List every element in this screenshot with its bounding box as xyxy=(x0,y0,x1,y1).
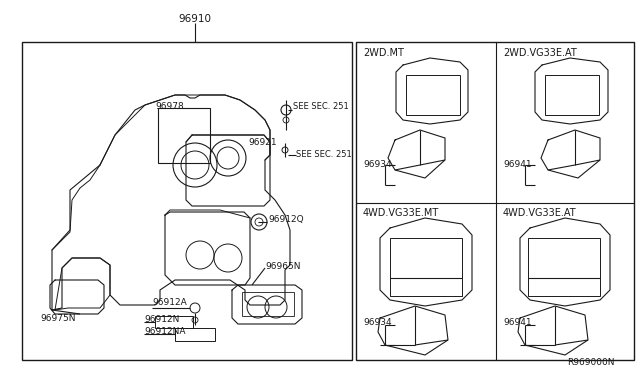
Bar xyxy=(390,238,462,296)
Bar xyxy=(406,75,460,115)
Text: 96941: 96941 xyxy=(503,160,532,169)
Text: 4WD.VG33E.MT: 4WD.VG33E.MT xyxy=(363,208,439,218)
Bar xyxy=(545,75,599,115)
Text: R969000N: R969000N xyxy=(568,358,615,367)
Text: 96941: 96941 xyxy=(503,318,532,327)
Text: 96975N: 96975N xyxy=(40,314,76,323)
Text: 2WD.VG33E.AT: 2WD.VG33E.AT xyxy=(503,48,577,58)
Text: 96912N: 96912N xyxy=(144,315,179,324)
Text: 96965N: 96965N xyxy=(265,262,301,271)
Text: 96921: 96921 xyxy=(248,138,276,147)
Bar xyxy=(22,42,352,360)
Text: SEE SEC. 251: SEE SEC. 251 xyxy=(296,150,352,159)
Bar xyxy=(175,328,215,341)
Text: 96912NA: 96912NA xyxy=(144,327,186,336)
Text: 2WD.MT: 2WD.MT xyxy=(363,48,404,58)
Bar xyxy=(528,238,600,296)
Text: 96912Q: 96912Q xyxy=(268,215,303,224)
Text: 96978: 96978 xyxy=(155,102,184,111)
Bar xyxy=(158,108,210,163)
Text: 96934: 96934 xyxy=(363,160,392,169)
Bar xyxy=(155,316,193,328)
Bar xyxy=(356,42,634,360)
Bar xyxy=(242,292,294,316)
Text: SEE SEC. 251: SEE SEC. 251 xyxy=(293,102,349,111)
Text: 4WD.VG33E.AT: 4WD.VG33E.AT xyxy=(503,208,577,218)
Text: 96934: 96934 xyxy=(363,318,392,327)
Text: 96912A: 96912A xyxy=(152,298,187,307)
Text: 96910: 96910 xyxy=(179,14,211,24)
